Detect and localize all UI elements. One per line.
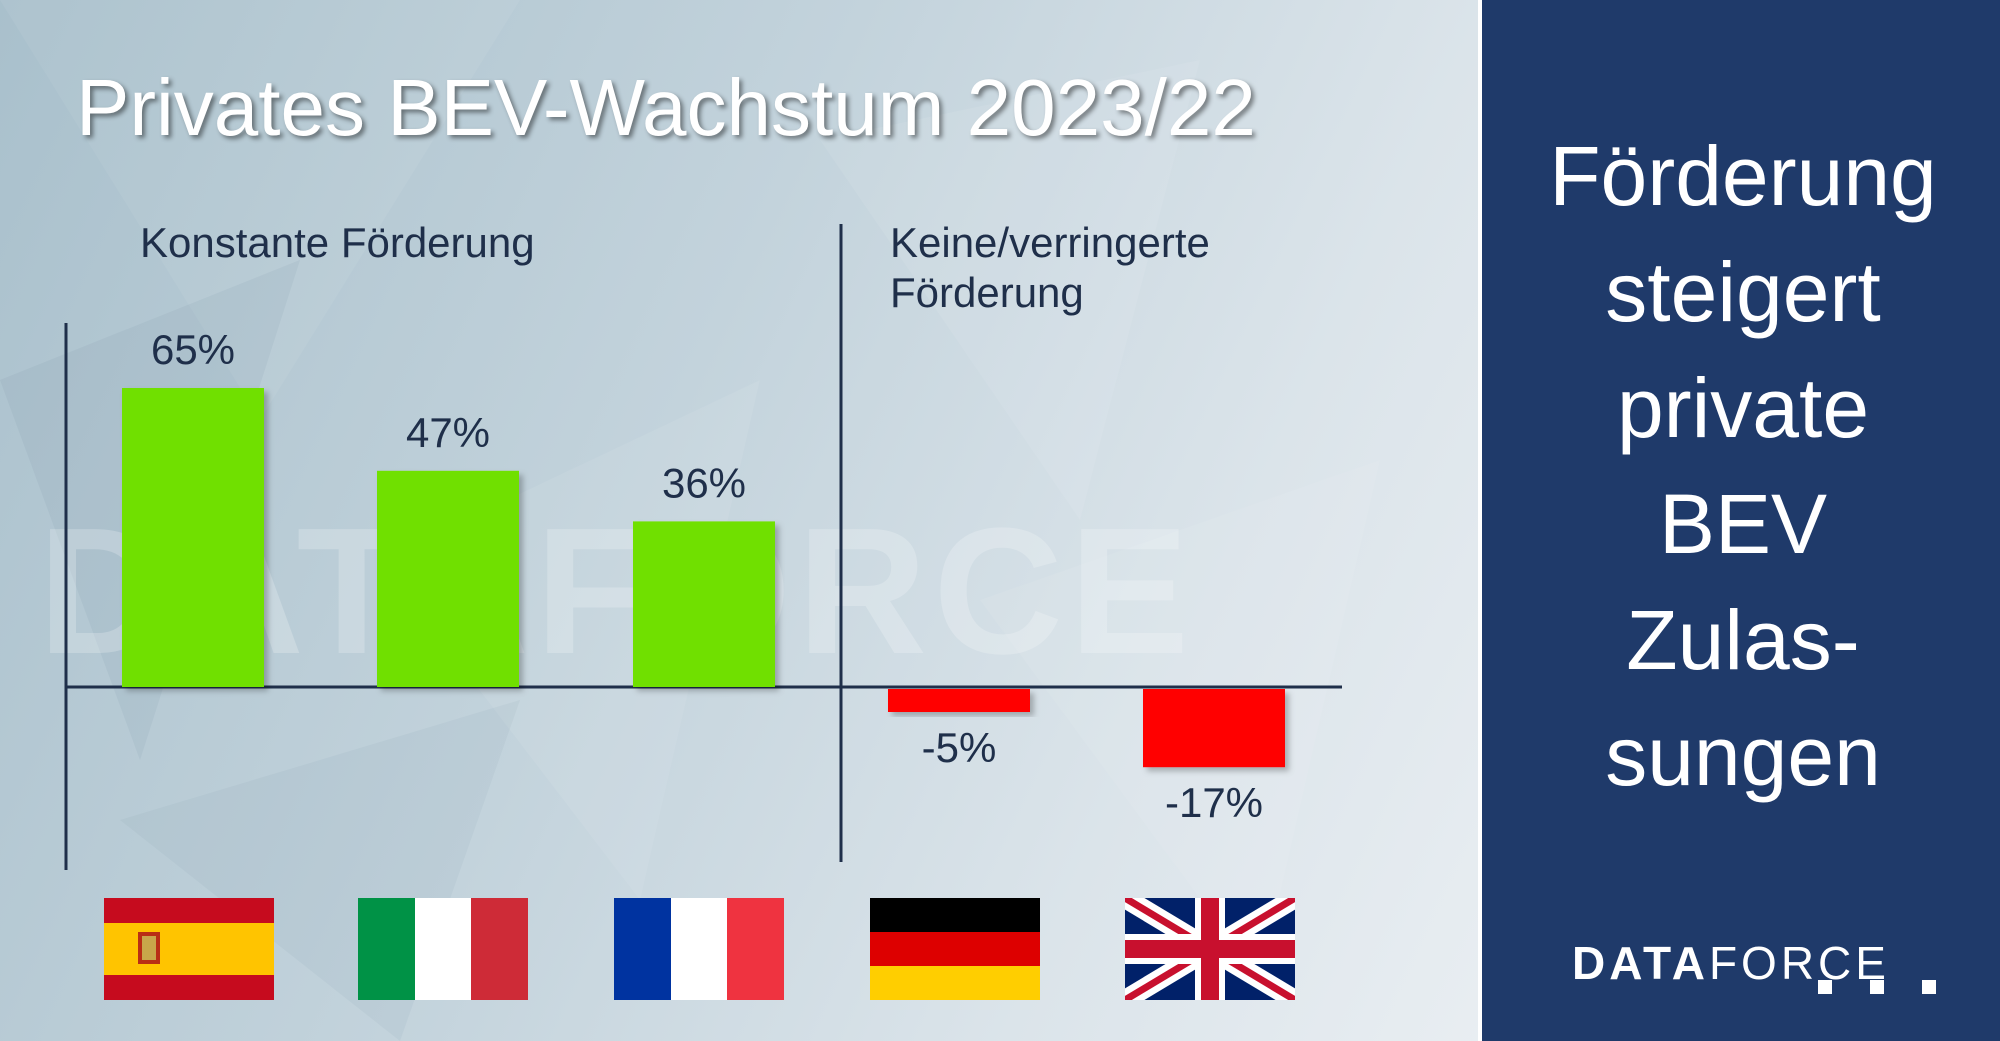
bar-3 bbox=[633, 521, 775, 687]
group-label-reduced: Keine/verringerte Förderung bbox=[890, 219, 1210, 316]
bar-4 bbox=[888, 689, 1030, 712]
logo-bold-text: DATA bbox=[1572, 937, 1709, 989]
logo-dot bbox=[1922, 980, 1936, 994]
bar-chart: 65% 47% 36% -5% -17% bbox=[64, 224, 1342, 870]
dataforce-logo: DATAFORCE bbox=[1572, 936, 1890, 990]
conclusion-panel: Förderung steigert private BEV Zulas- su… bbox=[1478, 0, 2000, 1041]
bar-2 bbox=[377, 470, 519, 687]
data-label-1: 65% bbox=[151, 326, 235, 373]
data-label-3: 36% bbox=[662, 459, 746, 506]
page-title: Privates BEV-Wachstum 2023/22 bbox=[76, 63, 1256, 152]
flag-spain-icon bbox=[104, 898, 274, 1000]
flag-germany-icon bbox=[870, 898, 1040, 1000]
group-label-constant: Konstante Förderung bbox=[140, 219, 535, 266]
data-label-5: -17% bbox=[1165, 779, 1263, 826]
logo-dot bbox=[1818, 980, 1832, 994]
bar-5 bbox=[1143, 689, 1285, 768]
bar-1 bbox=[122, 388, 264, 687]
flag-france-icon bbox=[614, 898, 784, 1000]
logo-regular-text: FORCE bbox=[1708, 937, 1890, 989]
data-label-4: -5% bbox=[922, 724, 997, 771]
flag-uk-icon bbox=[1125, 898, 1295, 1000]
conclusion-text: Förderung steigert private BEV Zulas- su… bbox=[1549, 129, 1937, 803]
logo-dot bbox=[1870, 980, 1884, 994]
flag-italy-icon bbox=[358, 898, 528, 1000]
data-label-2: 47% bbox=[406, 409, 490, 456]
